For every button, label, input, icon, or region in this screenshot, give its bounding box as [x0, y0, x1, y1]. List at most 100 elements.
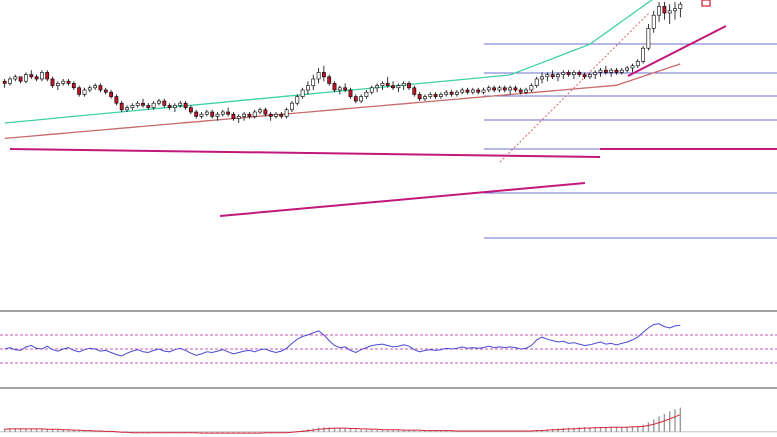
candle-body	[454, 91, 459, 95]
candle-body	[135, 102, 140, 106]
candle-body	[279, 113, 284, 117]
candle-body	[518, 89, 523, 93]
macd-signal-line	[4, 414, 681, 434]
candle-body	[657, 6, 662, 16]
candle-body	[460, 89, 465, 93]
candle-body	[673, 8, 677, 12]
candle-body	[428, 94, 433, 97]
candle-body	[540, 76, 544, 80]
candle-body	[77, 87, 82, 95]
candle-body	[385, 83, 390, 86]
candle-body	[407, 83, 411, 89]
candle-body	[146, 105, 151, 108]
candle-body	[481, 89, 486, 93]
candle-body	[662, 6, 667, 14]
candle-body	[667, 10, 672, 14]
candle-body	[87, 87, 92, 91]
candle-body	[189, 107, 193, 113]
candle-body	[34, 76, 39, 80]
candle-body	[561, 72, 566, 75]
candle-body	[625, 67, 630, 71]
projection-line	[499, 11, 651, 163]
candle-body	[369, 87, 374, 93]
candle-body	[55, 83, 60, 86]
macd-panel	[0, 407, 777, 434]
candle-body	[470, 89, 475, 93]
candle-body	[268, 113, 273, 117]
candle-body	[513, 87, 518, 91]
candle-body	[119, 102, 124, 111]
candle-body	[71, 83, 76, 89]
candle-body	[13, 76, 18, 80]
moving-average-slow	[4, 63, 681, 140]
candle-body	[220, 111, 225, 115]
candle-body	[630, 65, 635, 69]
candle-body	[550, 74, 555, 78]
candle-body	[582, 74, 587, 78]
price-marker	[701, 0, 711, 7]
candle-body	[646, 28, 651, 49]
candle-body	[364, 91, 369, 97]
candle-body	[635, 61, 640, 67]
candle-body	[337, 87, 342, 91]
candle-body	[45, 72, 50, 80]
candle-body	[167, 105, 172, 108]
candle-body	[566, 72, 571, 75]
candle-body	[577, 72, 582, 75]
candle-body	[316, 72, 321, 80]
candle-body	[103, 89, 108, 93]
candle-body	[242, 113, 247, 117]
candle-body	[508, 87, 513, 91]
candle-body	[598, 69, 603, 73]
candle-body	[348, 89, 353, 97]
support-trendline	[219, 182, 586, 217]
candle-body	[231, 113, 236, 119]
candle-body	[226, 111, 231, 115]
candle-body	[556, 74, 560, 78]
candle-body	[295, 96, 300, 104]
candle-body	[178, 102, 183, 106]
candle-body	[300, 89, 305, 97]
candle-body	[380, 83, 385, 86]
candle-body	[609, 69, 614, 73]
candle-body	[412, 87, 417, 95]
candle-body	[114, 96, 119, 104]
candle-body	[305, 85, 310, 91]
candle-body	[236, 116, 241, 119]
candle-body	[61, 80, 66, 84]
candle-body	[587, 74, 592, 78]
candle-body	[497, 87, 502, 91]
candle-body	[18, 76, 23, 82]
candle-body	[39, 72, 44, 80]
support-trendline	[627, 25, 727, 77]
candle-body	[29, 74, 34, 78]
candle-body	[353, 96, 358, 102]
candle-body	[157, 100, 161, 104]
candle-body	[173, 105, 177, 108]
candle-body	[215, 113, 220, 117]
rsi-panel	[0, 323, 777, 364]
candle-body	[492, 87, 497, 91]
candle-body	[545, 74, 550, 78]
candle-body	[98, 85, 103, 91]
candle-body	[258, 109, 262, 113]
candle-body	[486, 87, 491, 91]
candle-body	[141, 102, 145, 106]
candle-body	[284, 109, 289, 117]
candle-body	[417, 94, 422, 100]
candle-body	[534, 78, 539, 86]
candle-body	[130, 105, 135, 108]
candle-body	[199, 113, 204, 117]
candle-body	[423, 96, 427, 100]
candle-body	[210, 111, 215, 117]
candle-body	[476, 89, 481, 93]
candle-body	[375, 85, 380, 89]
candle-body	[247, 113, 252, 117]
candle-body	[109, 91, 114, 97]
candle-body	[614, 69, 619, 73]
price-panel	[2, 0, 777, 239]
resistance-trendline	[9, 148, 601, 158]
candle-body	[641, 47, 646, 62]
candle-body	[23, 74, 28, 82]
